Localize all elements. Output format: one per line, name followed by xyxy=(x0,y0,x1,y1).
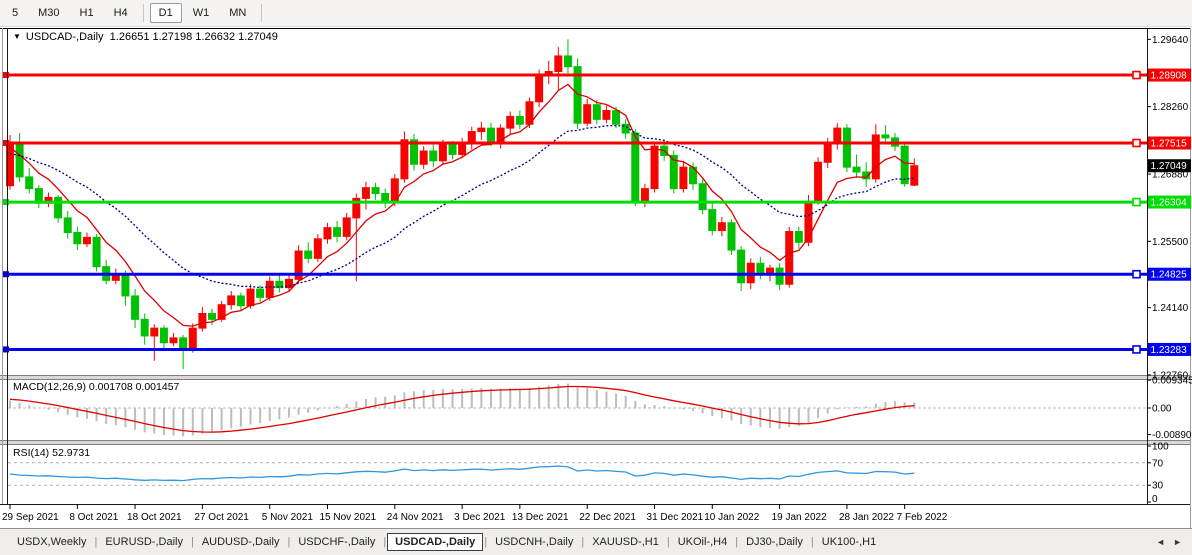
timeframe-button-M30[interactable]: M30 xyxy=(38,7,60,19)
tab-uk100-h1[interactable]: UK100-,H1 xyxy=(821,536,877,548)
svg-text:1.27515: 1.27515 xyxy=(1151,139,1188,150)
tab-separator: | xyxy=(666,536,670,548)
slow-ma-line xyxy=(9,124,915,289)
svg-text:15 Nov 2021: 15 Nov 2021 xyxy=(319,512,376,523)
candles-layer xyxy=(6,39,919,370)
tab-audusd-daily[interactable]: AUDUSD-,Daily xyxy=(201,536,280,548)
svg-text:8 Oct 2021: 8 Oct 2021 xyxy=(69,512,118,523)
chart-tab-bar: USDX,Weekly | EURUSD-,Daily | AUDUSD-,Daily |… xyxy=(0,528,1192,555)
tab-separator: | xyxy=(287,536,291,548)
tab-separator: | xyxy=(735,536,739,548)
svg-text:30: 30 xyxy=(1152,481,1164,492)
svg-text:0.00: 0.00 xyxy=(1152,404,1172,415)
timeframe-button-5[interactable]: 5 xyxy=(12,7,19,19)
macd-values: 0.001708 0.001457 xyxy=(88,381,180,393)
tab-usdcnh-daily[interactable]: USDCNH-,Daily xyxy=(495,536,574,548)
tab-ukoil-h4[interactable]: UKOil-,H4 xyxy=(677,536,728,548)
svg-text:13 Dec 2021: 13 Dec 2021 xyxy=(512,512,569,523)
svg-text:27 Oct 2021: 27 Oct 2021 xyxy=(194,512,249,523)
svg-text:22 Dec 2021: 22 Dec 2021 xyxy=(579,512,636,523)
chart-dropdown-icon[interactable]: ▼ xyxy=(13,32,21,41)
svg-text:1.28908: 1.28908 xyxy=(1151,71,1188,82)
timeframe-button-H4[interactable]: H4 xyxy=(113,7,128,19)
chart-title: ▼ USDCAD-,Daily 1.26651 1.27198 1.26632 1… xyxy=(13,31,278,43)
toolbar-separator xyxy=(261,4,263,22)
tab-usdchf-daily[interactable]: USDCHF-,Daily xyxy=(298,536,376,548)
rsi-indicator-label: RSI(14) 52.9731 xyxy=(13,447,90,459)
svg-text:7 Feb 2022: 7 Feb 2022 xyxy=(897,512,948,523)
rsi-panel: 100 70 30 0 xyxy=(8,442,1169,505)
tab-xauusd-h1[interactable]: XAUUSD-,H1 xyxy=(592,536,659,548)
svg-text:1.24140: 1.24140 xyxy=(1152,303,1189,314)
date-axis: 29 Sep 2021 8 Oct 2021 18 Oct 2021 27 Oct 2… xyxy=(2,504,948,523)
svg-text:28 Jan 2022: 28 Jan 2022 xyxy=(839,512,894,523)
tab-scroll-right-icon[interactable]: ► xyxy=(1173,537,1182,547)
tab-scroll-arrows: ◄ ► xyxy=(1156,537,1182,547)
svg-text:1.23283: 1.23283 xyxy=(1151,345,1188,356)
svg-text:18 Oct 2021: 18 Oct 2021 xyxy=(127,512,182,523)
svg-text:1.27049: 1.27049 xyxy=(1151,161,1188,172)
tab-separator: | xyxy=(810,536,814,548)
svg-text:1.22760: 1.22760 xyxy=(1152,370,1189,381)
tab-eurusd-daily[interactable]: EURUSD-,Daily xyxy=(105,536,183,548)
chart-window: ▼ USDCAD-,Daily 1.26651 1.27198 1.26632 1… xyxy=(0,28,1192,528)
price-axis: 1.29640 1.28260 1.26880 1.25500 1.24140 1.227… xyxy=(1147,35,1191,381)
tab-separator: | xyxy=(383,536,387,548)
svg-text:3 Dec 2021: 3 Dec 2021 xyxy=(454,512,506,523)
svg-text:10 Jan 2022: 10 Jan 2022 xyxy=(704,512,759,523)
svg-text:0.009345: 0.009345 xyxy=(1152,376,1192,387)
svg-text:31 Dec 2021: 31 Dec 2021 xyxy=(647,512,704,523)
hlines-layer xyxy=(3,70,1147,354)
timeframe-button-H1[interactable]: H1 xyxy=(79,7,94,19)
tab-separator: | xyxy=(484,536,488,548)
chart-title-ohlc: 1.26651 1.27198 1.26632 1.27049 xyxy=(109,31,278,43)
tab-scroll-left-icon[interactable]: ◄ xyxy=(1156,537,1166,547)
svg-text:1.29640: 1.29640 xyxy=(1152,35,1189,46)
macd-panel: 0.009345 0.00 -0.00890 xyxy=(8,376,1192,441)
svg-text:1.26304: 1.26304 xyxy=(1151,198,1188,209)
svg-text:1.26880: 1.26880 xyxy=(1152,169,1189,180)
tab-separator: | xyxy=(581,536,585,548)
tab-separator: | xyxy=(190,536,194,548)
svg-text:19 Jan 2022: 19 Jan 2022 xyxy=(772,512,827,523)
tab-separator: | xyxy=(94,536,98,548)
macd-name: MACD(12,26,9) xyxy=(13,381,86,393)
macd-indicator-label: MACD(12,26,9) 0.001708 0.001457 xyxy=(13,381,179,393)
svg-text:1.28260: 1.28260 xyxy=(1152,102,1189,113)
price-chart-canvas[interactable]: 1.29640 1.28260 1.26880 1.25500 1.24140 1.227… xyxy=(0,28,1192,528)
timeframe-button-MN[interactable]: MN xyxy=(229,7,247,19)
svg-text:1.24825: 1.24825 xyxy=(1151,270,1188,281)
timeframe-button-D1[interactable]: D1 xyxy=(149,3,182,23)
tab-dj30-daily[interactable]: DJ30-,Daily xyxy=(746,536,803,548)
tab-usdx-weekly[interactable]: USDX,Weekly xyxy=(17,536,87,548)
chart-title-symbol: USDCAD-,Daily xyxy=(25,31,104,43)
svg-text:-0.00890: -0.00890 xyxy=(1152,430,1192,441)
toolbar-separator xyxy=(142,4,144,22)
svg-text:5 Nov 2021: 5 Nov 2021 xyxy=(262,512,314,523)
svg-text:0: 0 xyxy=(1152,494,1158,505)
timeframe-button-W1[interactable]: W1 xyxy=(192,7,210,19)
svg-text:29 Sep 2021: 29 Sep 2021 xyxy=(2,512,59,523)
svg-text:1.25500: 1.25500 xyxy=(1152,237,1189,248)
svg-text:24 Nov 2021: 24 Nov 2021 xyxy=(387,512,444,523)
rsi-value: 52.9731 xyxy=(52,447,91,459)
timeframe-toolbar: 5 M30 H1 H4 D1 W1 MN xyxy=(0,0,1192,27)
svg-text:100: 100 xyxy=(1152,442,1169,453)
svg-text:70: 70 xyxy=(1152,458,1164,469)
rsi-name: RSI(14) xyxy=(13,447,50,459)
tab-usdcad-daily[interactable]: USDCAD-,Daily xyxy=(387,533,484,551)
fast-ma-line xyxy=(9,83,915,327)
